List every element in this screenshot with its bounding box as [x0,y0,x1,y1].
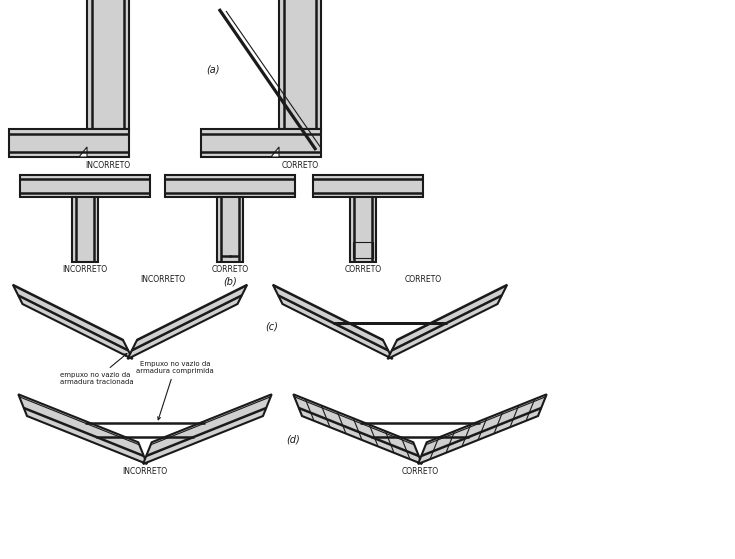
Polygon shape [273,285,392,359]
Bar [350,197,376,262]
Text: empuxo no vazio da
armadura tracionada: empuxo no vazio da armadura tracionada [60,353,134,385]
Bar [20,175,150,197]
Text: (c): (c) [265,321,279,331]
Text: CORRETO: CORRETO [282,160,318,169]
Text: CORRETO: CORRETO [401,467,439,476]
Text: INCORRETO: INCORRETO [140,274,185,283]
Polygon shape [387,285,507,359]
Polygon shape [143,394,272,464]
Bar [279,0,321,129]
Text: INCORRETO: INCORRETO [62,266,107,274]
Polygon shape [79,147,87,157]
Text: INCORRETO: INCORRETO [123,467,168,476]
Text: INCORRETO: INCORRETO [85,160,131,169]
Bar [313,175,423,197]
Text: CORRETO: CORRETO [212,266,248,274]
Bar [201,129,321,157]
Polygon shape [127,285,247,359]
Text: CORRETO: CORRETO [404,274,442,283]
Text: (a): (a) [207,64,220,74]
Polygon shape [293,394,422,464]
Text: (d): (d) [286,435,300,445]
Polygon shape [18,394,147,464]
Polygon shape [418,394,547,464]
Bar [217,197,243,262]
Bar [353,242,373,258]
Bar [87,0,129,129]
Bar [72,197,98,262]
Polygon shape [12,285,132,359]
Bar [9,129,129,157]
Bar [165,175,295,197]
Text: CORRETO: CORRETO [345,266,381,274]
Text: Empuxo no vazio da
armadura comprimida: Empuxo no vazio da armadura comprimida [136,361,214,420]
Text: (b): (b) [223,276,237,286]
Polygon shape [271,147,279,157]
